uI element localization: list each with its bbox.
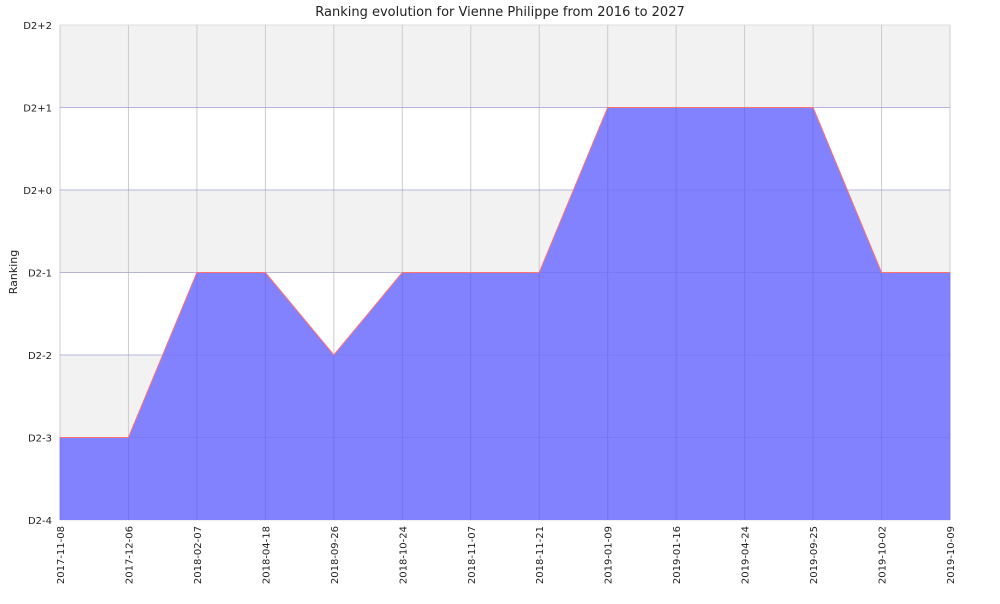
x-tick-label: 2019-09-25 <box>809 526 820 584</box>
chart-title: Ranking evolution for Vienne Philippe fr… <box>315 5 685 20</box>
y-tick-label: D2-3 <box>28 434 52 445</box>
x-tick-label: 2018-09-26 <box>330 526 341 584</box>
y-tick-label: D2-4 <box>28 516 52 527</box>
y-tick-label: D2-1 <box>28 269 52 280</box>
x-tick-label: 2019-01-16 <box>672 526 683 584</box>
x-tick-label: 2018-10-24 <box>398 526 409 584</box>
x-tick-label: 2018-04-18 <box>261 526 272 584</box>
y-tick-label: D2+1 <box>23 104 52 115</box>
area-layer <box>59 107 951 520</box>
x-tick-label: 2019-10-02 <box>878 526 889 584</box>
y-tick-label: D2-2 <box>28 351 52 362</box>
x-tick-label: 2019-04-24 <box>741 526 752 584</box>
y-tick-label: D2+0 <box>23 186 52 197</box>
y-tick-label: D2+2 <box>23 21 52 32</box>
x-tick-label: 2017-11-08 <box>56 526 67 584</box>
x-tick-label: 2019-01-09 <box>604 526 615 584</box>
ranking-line <box>60 107 950 438</box>
x-tick-label: 2018-11-07 <box>467 526 478 584</box>
background-band <box>60 25 950 108</box>
x-tick-label: 2019-10-09 <box>946 526 957 584</box>
x-tick-label: 2017-12-06 <box>124 526 135 584</box>
y-axis-label: Ranking <box>7 250 20 295</box>
x-tick-label: 2018-11-21 <box>535 526 546 584</box>
ranking-area <box>60 107 950 520</box>
tick-labels: D2-4 D2-3 D2-2 D2-1 D2+0 D2+1 D2+2 2017-11-08 20… <box>23 21 957 584</box>
x-tick-label: 2018-02-07 <box>193 526 204 584</box>
